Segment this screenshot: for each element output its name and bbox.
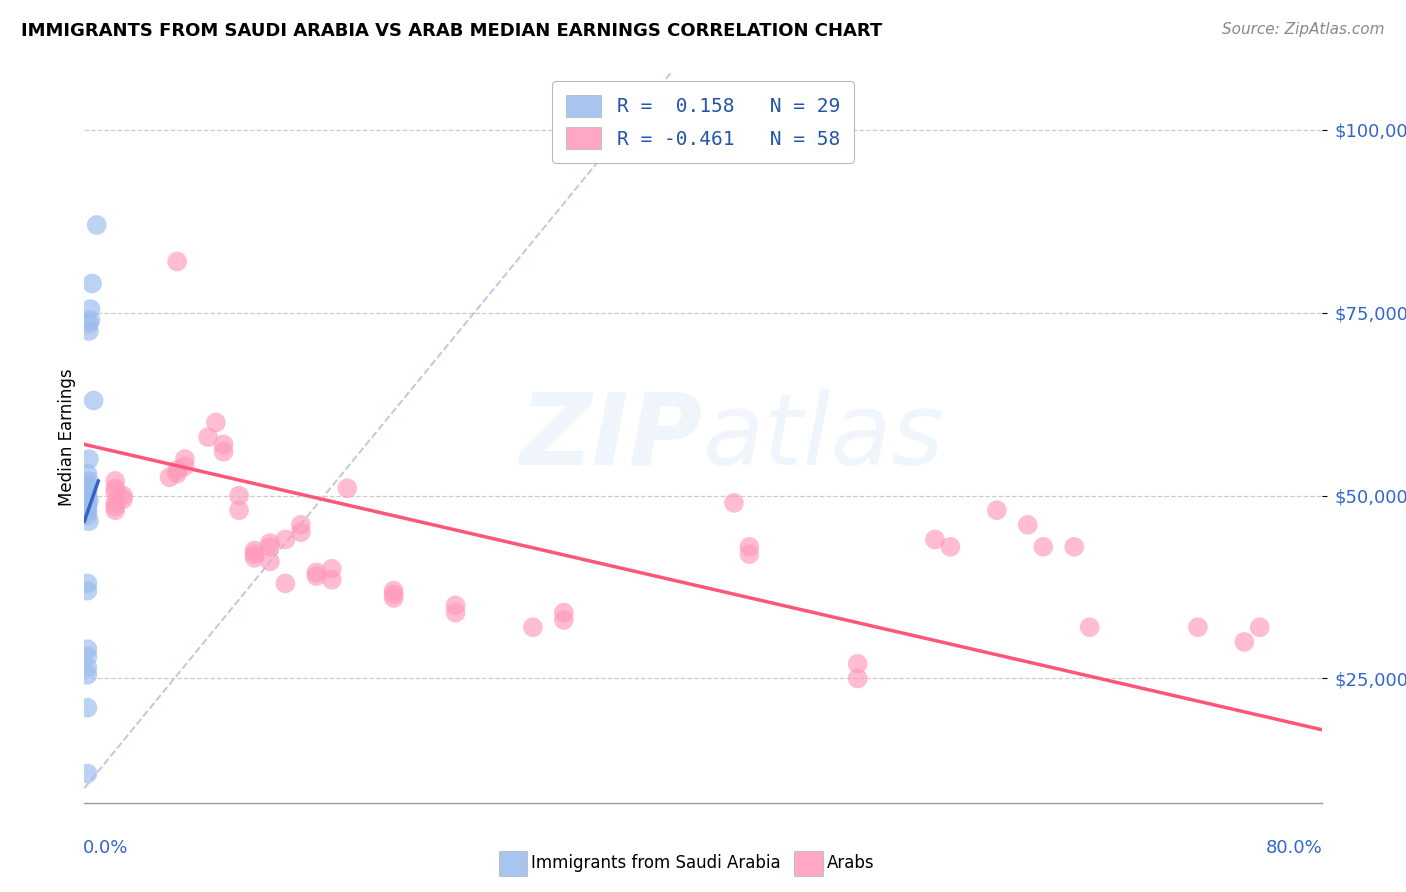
Text: Immigrants from Saudi Arabia: Immigrants from Saudi Arabia [531, 855, 782, 872]
Point [76, 485, 98, 500]
Point [104, 503, 127, 517]
Point [104, 481, 127, 495]
Point [553, 613, 575, 627]
Point [174, 452, 197, 467]
Point [321, 562, 343, 576]
Point [290, 517, 312, 532]
Point [846, 657, 869, 671]
Point [77, 493, 100, 508]
Point [86, 218, 108, 232]
Point [76, 497, 98, 511]
Point [104, 485, 127, 500]
Point [112, 492, 135, 507]
Text: 0.0%: 0.0% [83, 839, 128, 857]
Point [77, 514, 100, 528]
Point [76, 501, 98, 516]
Point [76, 481, 98, 495]
Point [1017, 517, 1039, 532]
Point [259, 536, 281, 550]
Point [79, 301, 101, 317]
Point [76, 649, 98, 664]
Point [212, 437, 235, 451]
Point [1078, 620, 1101, 634]
Point [205, 416, 228, 430]
Point [76, 667, 98, 681]
Point [553, 606, 575, 620]
Point [76, 490, 98, 504]
Text: atlas: atlas [703, 389, 945, 485]
Point [104, 500, 127, 514]
Point [76, 660, 98, 674]
Y-axis label: Median Earnings: Median Earnings [58, 368, 76, 506]
Point [77, 474, 100, 488]
Point [274, 576, 297, 591]
Point [76, 508, 98, 523]
Legend: R =  0.158   N = 29, R = -0.461   N = 58: R = 0.158 N = 29, R = -0.461 N = 58 [553, 81, 853, 163]
Point [197, 430, 219, 444]
Point [382, 591, 405, 605]
Point [305, 569, 328, 583]
Point [243, 550, 266, 565]
Point [259, 540, 281, 554]
Point [104, 496, 127, 510]
Point [305, 566, 328, 580]
Point [846, 672, 869, 686]
Point [166, 254, 188, 268]
Point [83, 393, 105, 408]
Point [382, 587, 405, 601]
Point [1063, 540, 1085, 554]
Text: Arabs: Arabs [827, 855, 875, 872]
Point [738, 540, 761, 554]
Point [166, 463, 188, 477]
Point [1233, 635, 1256, 649]
Point [76, 576, 98, 591]
Point [522, 620, 544, 634]
Point [159, 470, 180, 484]
Point [76, 700, 98, 714]
Point [112, 489, 135, 503]
Point [444, 599, 467, 613]
Point [77, 452, 100, 467]
Point [174, 459, 197, 474]
Point [212, 444, 235, 458]
Point [76, 766, 98, 780]
Text: Source: ZipAtlas.com: Source: ZipAtlas.com [1222, 22, 1385, 37]
Point [77, 317, 100, 331]
Point [166, 467, 188, 481]
Point [76, 467, 98, 481]
Point [77, 324, 100, 338]
Point [1032, 540, 1054, 554]
Point [738, 547, 761, 561]
Point [939, 540, 962, 554]
Point [259, 554, 281, 568]
Point [76, 477, 98, 491]
Point [986, 503, 1008, 517]
Point [104, 474, 127, 488]
Point [444, 606, 467, 620]
Point [382, 583, 405, 598]
Point [76, 489, 98, 503]
Point [76, 583, 98, 598]
Point [723, 496, 745, 510]
Text: IMMIGRANTS FROM SAUDI ARABIA VS ARAB MEDIAN EARNINGS CORRELATION CHART: IMMIGRANTS FROM SAUDI ARABIA VS ARAB MED… [21, 22, 883, 40]
Point [290, 525, 312, 540]
Point [924, 533, 946, 547]
Point [274, 533, 297, 547]
Point [79, 313, 101, 327]
Point [321, 573, 343, 587]
Point [336, 481, 359, 495]
Text: ZIP: ZIP [520, 389, 703, 485]
Point [243, 543, 266, 558]
Point [228, 503, 250, 517]
Point [82, 277, 104, 291]
Point [76, 642, 98, 657]
Text: 80.0%: 80.0% [1267, 839, 1323, 857]
Point [228, 489, 250, 503]
Point [1249, 620, 1271, 634]
Point [76, 505, 98, 519]
Point [243, 547, 266, 561]
Point [1187, 620, 1209, 634]
